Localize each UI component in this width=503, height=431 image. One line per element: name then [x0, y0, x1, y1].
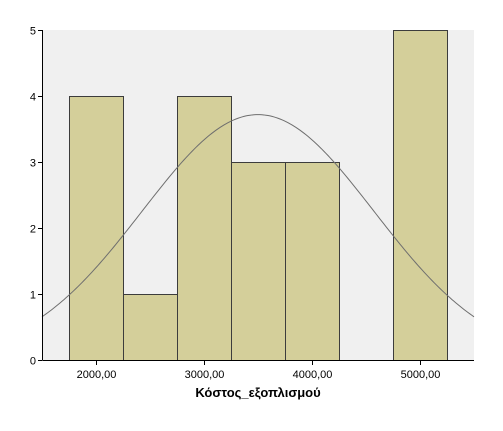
histogram-bar: [393, 30, 448, 361]
y-tick-label: 0: [30, 356, 36, 368]
x-tick-label: 5000,00: [401, 369, 441, 381]
y-tick-label: 3: [30, 158, 36, 170]
y-tick-label: 5: [30, 26, 36, 38]
histogram-bar: [123, 294, 178, 361]
x-tick-label: 3000,00: [185, 369, 225, 381]
normal-curve: [41, 114, 475, 318]
histogram-bar: [231, 162, 286, 361]
histogram-bar: [177, 96, 232, 361]
axes: [38, 30, 474, 365]
y-tick-label: 4: [30, 92, 36, 104]
x-axis-label: Κόστος_εξοπλισμού: [195, 385, 321, 400]
histogram-bar: [69, 96, 124, 361]
histogram-bars: [69, 30, 448, 361]
x-tick-label: 4000,00: [293, 369, 333, 381]
y-tick-labels: 0 1 2 3 4 5: [30, 26, 36, 368]
histogram-bar: [285, 162, 340, 361]
y-tick-label: 1: [30, 290, 36, 302]
x-tick-labels: 2000,00 3000,00 4000,00 5000,00: [77, 369, 441, 381]
y-tick-label: 2: [30, 224, 36, 236]
x-tick-label: 2000,00: [77, 369, 117, 381]
